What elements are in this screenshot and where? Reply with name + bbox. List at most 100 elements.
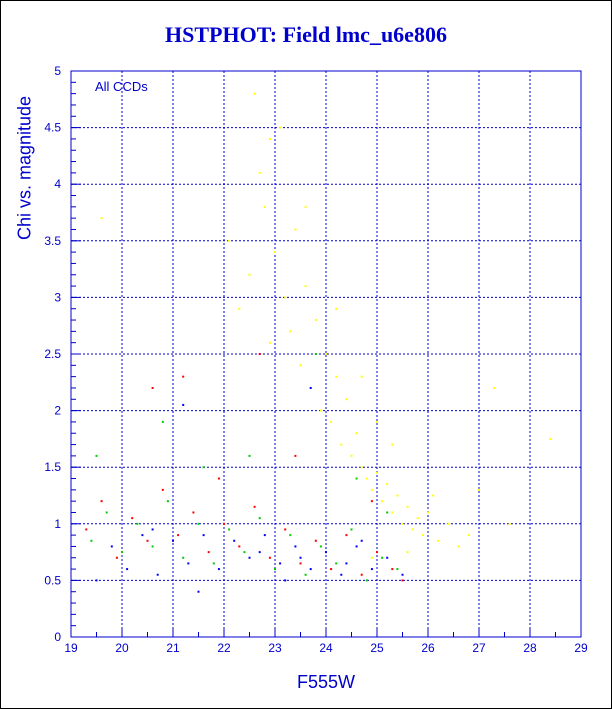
data-point [121,551,123,554]
data-point [217,477,220,480]
data-point [284,579,287,582]
data-point [386,556,389,559]
data-point [360,466,363,469]
data-point [493,386,496,389]
data-point [345,398,348,401]
y-tick-label: 1 [54,517,61,531]
data-point [100,217,103,220]
data-point [416,517,419,520]
data-point [304,573,307,576]
data-point [365,579,368,582]
data-point [182,403,185,406]
data-point [340,443,343,446]
data-point [370,488,373,491]
data-point [386,483,389,486]
data-point [217,568,220,571]
data-point [151,528,154,531]
data-point [126,568,129,571]
data-point [335,562,338,565]
data-point [141,534,144,537]
x-tick-label: 29 [574,641,588,655]
data-point [279,562,282,565]
data-point [401,522,404,525]
data-point [110,545,113,548]
axis-ticks: 19 20 21 22 23 24 25 26 27 28 29 0 0.5 1 1.5 2 2.5 3 3.5 4 4… [44,64,588,655]
data-point [166,500,169,503]
data-point [467,534,470,537]
y-tick-label: 0.5 [44,573,61,587]
data-point [279,126,282,129]
data-point [268,341,271,344]
data-point [161,488,164,491]
x-tick-label: 20 [115,641,129,655]
x-tick-label: 21 [166,641,180,655]
y-tick-label: 2 [54,404,61,418]
y-tick-label: 5 [54,64,61,78]
data-point [299,364,302,367]
x-tick-label: 24 [319,641,333,655]
y-tick-label: 4 [54,177,61,191]
data-point [243,551,246,554]
data-point [309,386,312,389]
data-point [228,528,231,531]
data-point [294,545,297,548]
x-axis-label: F555W [296,672,356,692]
data-point [330,420,333,423]
data-point [355,432,358,435]
grid-lines [71,71,581,637]
data-point [100,500,103,503]
x-tick-label: 19 [64,641,78,655]
data-point [172,539,174,542]
data-point [146,539,149,542]
data-point [294,454,297,457]
data-point [319,545,322,548]
data-point [197,590,200,593]
data-point [508,522,511,525]
data-point [212,562,215,565]
data-point [396,494,399,497]
x-tick-label: 28 [523,641,537,655]
data-point [411,528,414,531]
data-point [258,551,261,554]
y-tick-label: 2.5 [44,347,61,361]
data-point [406,551,409,554]
data-point [192,511,195,514]
data-point [370,568,373,571]
data-point [197,522,200,525]
data-point [447,522,450,525]
data-point [386,511,389,514]
y-tick-label: 0 [54,630,61,644]
data-point [131,517,134,520]
data-point [151,545,154,548]
data-point [161,420,164,423]
data-point [350,528,353,531]
data-point [376,471,378,474]
data-point [258,517,261,520]
data-point [309,568,312,571]
data-point [437,539,440,542]
data-point [360,573,363,576]
data-point [248,454,251,457]
data-point [427,511,429,514]
data-point [268,556,271,559]
data-point [355,545,358,548]
data-point [284,528,287,531]
data-point [202,466,205,469]
data-point [182,375,185,378]
data-point [85,528,88,531]
data-point [274,568,276,571]
data-point [182,556,185,559]
data-point [136,522,139,525]
data-point [177,534,180,537]
data-point [314,353,317,355]
data-point [95,579,98,582]
data-point [457,545,460,548]
data-point [345,534,348,537]
data-point [289,330,292,333]
data-point [391,568,394,571]
data-point [350,454,353,457]
y-tick-label: 3 [54,290,61,304]
data-point [258,353,261,355]
data-point [151,386,154,389]
x-tick-label: 23 [268,641,282,655]
